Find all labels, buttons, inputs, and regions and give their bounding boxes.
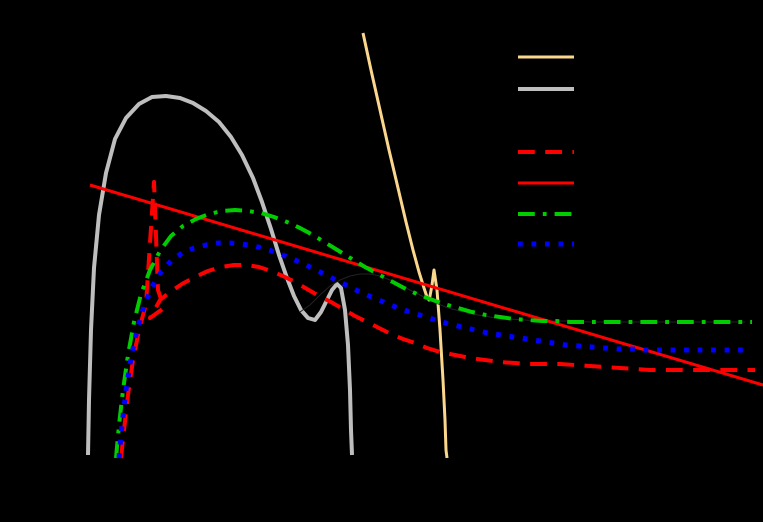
series-group bbox=[86, 32, 763, 459]
gray-solid-curve bbox=[86, 94, 354, 456]
green-dashdot-curve bbox=[114, 208, 752, 459]
red-dashed-curve bbox=[119, 180, 755, 459]
chart-legend[interactable] bbox=[518, 55, 574, 247]
blue-dotted-curve bbox=[116, 240, 748, 459]
